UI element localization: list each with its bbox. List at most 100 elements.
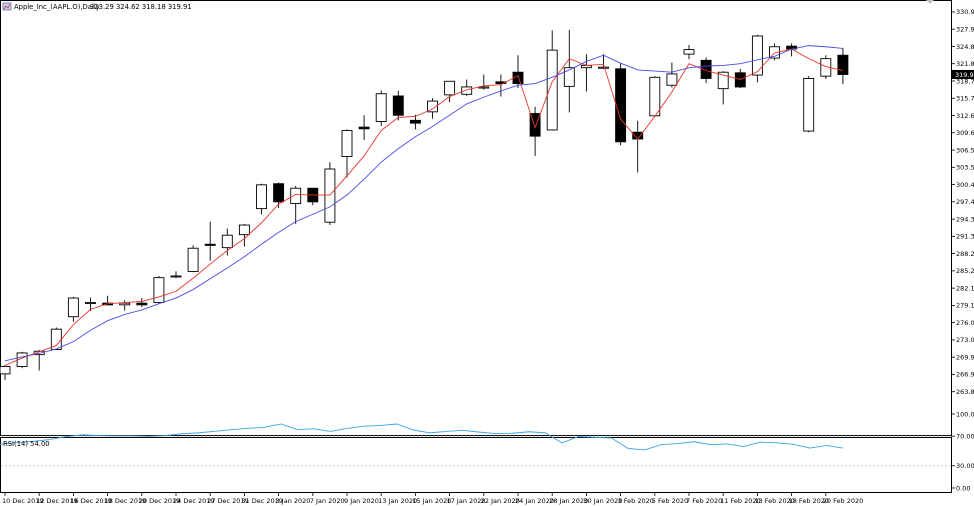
time-tick-label: 20 Feb 2020	[823, 497, 863, 505]
time-tick-label: 7 Feb 2020	[686, 497, 722, 505]
moving-averages-group	[4, 45, 844, 366]
candle-bull	[119, 302, 131, 306]
time-tick-label: 17 Jan 2020	[447, 497, 486, 505]
chart-ohlc: 323.29 324.62 318.18 319.91	[90, 3, 192, 11]
candle-bull	[341, 130, 353, 157]
chart-title: Apple_Inc_(AAPL.O),Daily	[14, 3, 100, 11]
time-tick-label: 5 Feb 2020	[652, 497, 688, 505]
candles-group	[0, 29, 849, 381]
time-tick-label: 16 Dec 2019	[70, 497, 112, 505]
price-tick-label: 327.90	[956, 26, 974, 34]
price-tick-label: 315.70	[956, 95, 974, 103]
price-tick-label: 300.45	[956, 181, 974, 189]
rsi-axis: 100.00 70.00 30.00 0.00	[951, 410, 974, 492]
price-tick-label: 291.30	[956, 233, 974, 241]
candle-bull	[666, 73, 678, 86]
candle-bull	[803, 77, 815, 132]
chart-shift-marker[interactable]	[926, 0, 934, 4]
time-tick-label: 28 Jan 2020	[549, 497, 588, 505]
candle-bull	[461, 86, 473, 95]
price-tick-label: 294.35	[956, 215, 974, 223]
price-tick-label: 273.00	[956, 336, 974, 344]
price-tick-label: 312.65	[956, 112, 974, 120]
time-tick-label: 15 Jan 2020	[412, 497, 451, 505]
candle-bull	[375, 93, 387, 122]
candle-bull	[683, 49, 695, 55]
candle-bear	[392, 95, 404, 116]
time-tick-label: 24 Jan 2020	[515, 497, 554, 505]
candle-bull	[187, 247, 199, 272]
rsi-tick-label: 0.00	[956, 484, 970, 492]
time-tick-label: 18 Dec 2019	[105, 497, 147, 505]
price-tick-label: 303.50	[956, 164, 974, 172]
price-tick-label: 321.80	[956, 60, 974, 68]
price-tick-label: 285.20	[956, 267, 974, 275]
time-tick-label: 3 Feb 2020	[618, 497, 654, 505]
price-tick-label: 318.75	[956, 77, 974, 85]
price-tick-label: 306.55	[956, 146, 974, 154]
time-tick-label: 30 Jan 2020	[583, 497, 622, 505]
candle-bull	[290, 187, 302, 204]
candle-bear	[204, 243, 216, 246]
time-tick-label: 31 Dec 2019	[241, 497, 283, 505]
rsi-tick-label: 70.00	[956, 433, 974, 441]
price-tick-label: 276.05	[956, 319, 974, 327]
candle-bear	[837, 54, 849, 75]
rsi-tick-label: 30.00	[956, 462, 974, 470]
svg-text:319.91: 319.91	[955, 71, 974, 79]
price-tick-label: 282.15	[956, 284, 974, 292]
price-tick-label: 279.10	[956, 302, 974, 310]
candle-bull	[751, 35, 763, 76]
price-tick-label: 266.90	[956, 371, 974, 379]
rsi-panel-frame	[0, 437, 952, 493]
price-axis: 330.95 327.90 324.85 321.80 318.75 315.70 312.…	[951, 8, 974, 396]
moving-average-red	[4, 48, 844, 366]
chart-header: Apple_Inc_(AAPL.O),Daily 323.29 324.62 3…	[2, 2, 192, 11]
time-tick-label: 27 Dec 2019	[207, 497, 249, 505]
current-price-badge: 319.91	[952, 69, 974, 79]
candle-bear	[529, 113, 541, 137]
rsi-group	[0, 423, 843, 451]
candle-bear	[273, 183, 285, 203]
price-tick-label: 309.60	[956, 129, 974, 137]
candle-bull	[649, 76, 661, 117]
price-tick-label: 288.25	[956, 250, 974, 258]
candle-bear	[409, 119, 421, 124]
candle-bull	[256, 184, 267, 210]
candle-bear	[615, 68, 627, 143]
price-tick-label: 269.95	[956, 353, 974, 361]
time-tick-label: 10 Dec 2019	[2, 497, 44, 505]
candle-bull	[444, 80, 456, 96]
rsi-line	[0, 423, 843, 451]
candle-bear	[495, 81, 507, 84]
time-tick-label: 11 Feb 2020	[720, 497, 760, 505]
time-tick-label: 7 Jan 2020	[310, 497, 345, 505]
time-tick-label: 3 Jan 2020	[276, 497, 311, 505]
candle-bull	[563, 67, 575, 87]
candle-bull	[33, 350, 45, 356]
time-tick-label: 13 Jan 2020	[378, 497, 417, 505]
time-tick-label: 22 Jan 2020	[481, 497, 520, 505]
candle-bear	[136, 302, 148, 306]
candle-bull	[478, 86, 490, 89]
price-tick-label: 297.40	[956, 198, 974, 206]
time-tick-label: 20 Dec 2019	[139, 497, 181, 505]
candle-bull	[769, 46, 780, 59]
price-tick-label: 263.85	[956, 388, 974, 396]
candle-bull	[221, 234, 233, 249]
rsi-header: RSI(14) 54.00	[3, 440, 50, 448]
candle-bull	[324, 168, 336, 223]
candle-bull	[170, 275, 182, 278]
price-tick-label: 330.95	[956, 8, 974, 16]
time-tick-label: 24 Dec 2019	[173, 497, 215, 505]
time-tick-label: 9 Jan 2020	[344, 497, 379, 505]
candle-bull	[67, 297, 79, 318]
main-panel-frame	[0, 0, 952, 436]
price-tick-label: 324.85	[956, 43, 974, 51]
candle-bear	[700, 59, 712, 79]
time-tick-label: 13 Feb 2020	[754, 497, 794, 505]
time-tick-label: 12 Dec 2019	[36, 497, 78, 505]
candle-bear	[358, 126, 370, 130]
